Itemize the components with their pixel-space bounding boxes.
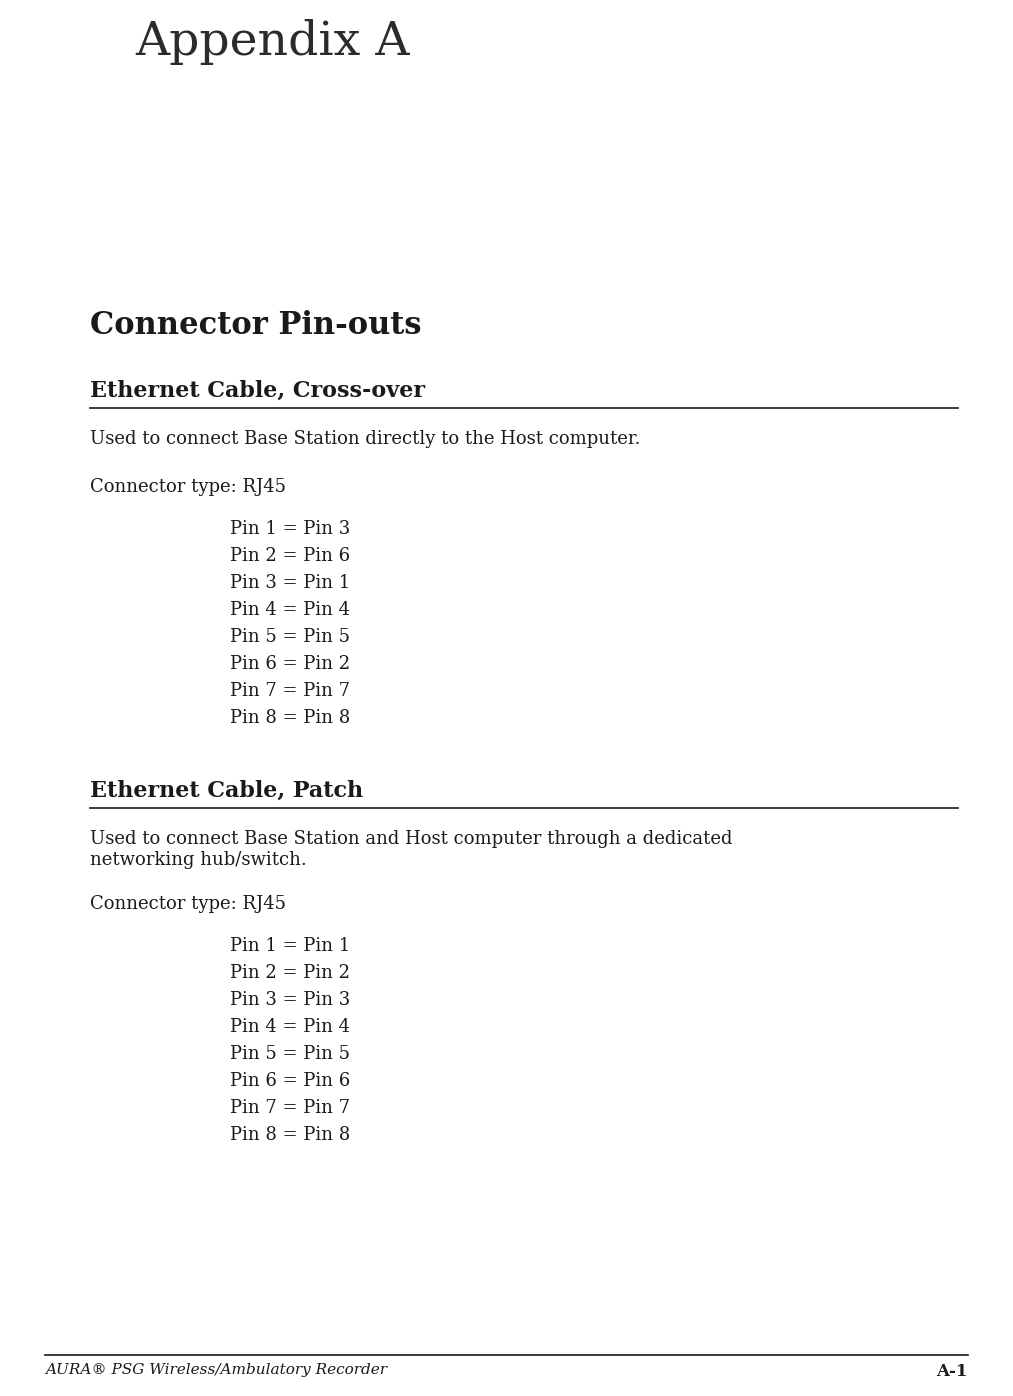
- Text: Pin 4 = Pin 4: Pin 4 = Pin 4: [230, 1018, 350, 1036]
- Text: Ethernet Cable, Cross-over: Ethernet Cable, Cross-over: [90, 380, 425, 402]
- Text: Pin 4 = Pin 4: Pin 4 = Pin 4: [230, 602, 350, 618]
- Text: AURA® PSG Wireless/Ambulatory Recorder: AURA® PSG Wireless/Ambulatory Recorder: [45, 1362, 387, 1376]
- Text: Connector type: RJ45: Connector type: RJ45: [90, 895, 286, 913]
- Text: Pin 6 = Pin 6: Pin 6 = Pin 6: [230, 1072, 350, 1090]
- Text: Connector type: RJ45: Connector type: RJ45: [90, 477, 286, 496]
- Text: Pin 8 = Pin 8: Pin 8 = Pin 8: [230, 709, 350, 727]
- Text: Connector Pin-outs: Connector Pin-outs: [90, 310, 421, 341]
- Text: Pin 3 = Pin 3: Pin 3 = Pin 3: [230, 991, 350, 1009]
- Text: Pin 7 = Pin 7: Pin 7 = Pin 7: [230, 683, 350, 699]
- Text: A: A: [13, 15, 50, 61]
- Text: Pin 1 = Pin 1: Pin 1 = Pin 1: [230, 937, 350, 955]
- Text: Used to connect Base Station directly to the Host computer.: Used to connect Base Station directly to…: [90, 430, 640, 448]
- Text: Used to connect Base Station and Host computer through a dedicated
networking hu: Used to connect Base Station and Host co…: [90, 831, 732, 868]
- Text: A-1: A-1: [937, 1362, 968, 1381]
- Text: Pin 2 = Pin 2: Pin 2 = Pin 2: [230, 965, 350, 981]
- Text: Pin 6 = Pin 2: Pin 6 = Pin 2: [230, 655, 350, 673]
- Text: Pin 2 = Pin 6: Pin 2 = Pin 6: [230, 547, 350, 565]
- Text: Appendix A: Appendix A: [135, 20, 409, 66]
- Text: Pin 1 = Pin 3: Pin 1 = Pin 3: [230, 519, 350, 537]
- Text: Pin 5 = Pin 5: Pin 5 = Pin 5: [230, 1046, 350, 1062]
- Text: Pin 8 = Pin 8: Pin 8 = Pin 8: [230, 1127, 350, 1143]
- Text: Pin 5 = Pin 5: Pin 5 = Pin 5: [230, 628, 350, 646]
- Text: Pin 3 = Pin 1: Pin 3 = Pin 1: [230, 574, 350, 592]
- Text: Ethernet Cable, Patch: Ethernet Cable, Patch: [90, 780, 363, 801]
- Text: Pin 7 = Pin 7: Pin 7 = Pin 7: [230, 1099, 350, 1117]
